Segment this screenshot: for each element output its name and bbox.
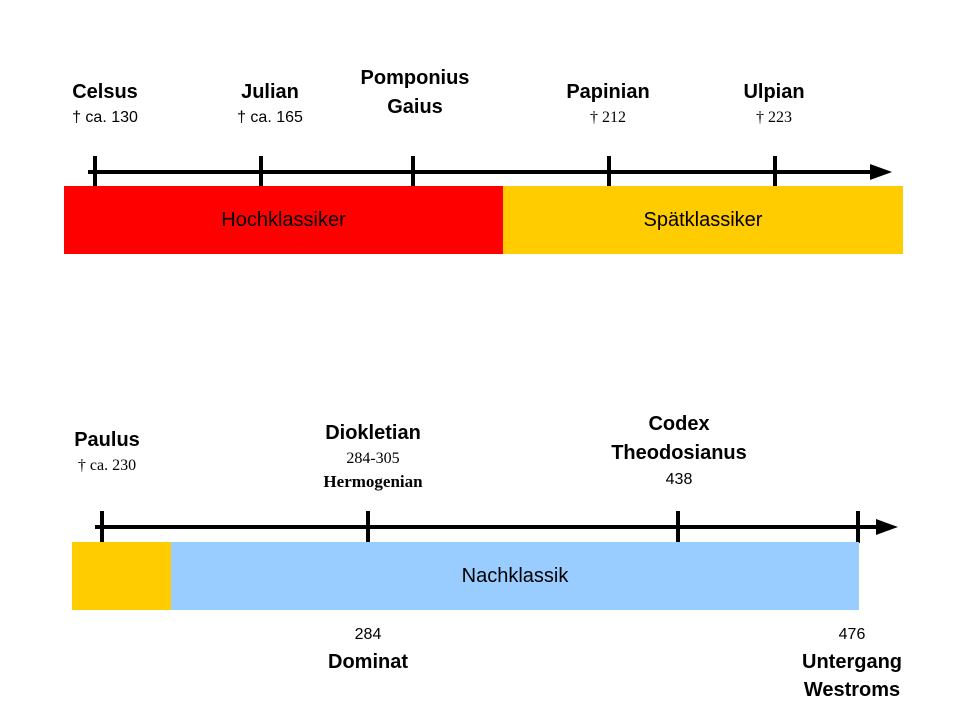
person-julian-name: Julian (241, 81, 299, 103)
person-paulus-date: † ca. 230 (77, 457, 137, 474)
bottom-axis (95, 511, 898, 543)
person-ulpian-date: † 223 (756, 109, 792, 126)
codex-name-line1: Codex (648, 413, 710, 435)
band-spaetklassiker: Spätklassiker (503, 186, 903, 254)
person-papinian-date: † 212 (590, 109, 626, 126)
band-spaetklassiker-label: Spätklassiker (643, 208, 763, 231)
band-nachklassik: Nachklassik (171, 542, 859, 610)
person-gaius-name: Gaius (387, 96, 443, 118)
year-284: 284 (354, 626, 382, 643)
person-hermogenian-name: Hermogenian (323, 472, 423, 491)
label-untergang: Untergang (802, 651, 902, 673)
top-axis (88, 156, 892, 188)
person-celsus-name: Celsus (72, 81, 138, 103)
year-476: 476 (838, 626, 866, 643)
person-paulus-name: Paulus (74, 429, 140, 451)
person-diokletian-date: 284-305 (346, 450, 400, 467)
codex-date: 438 (665, 471, 693, 488)
bottom-axis-arrow-icon (876, 519, 898, 535)
person-celsus-date: † ca. 130 (72, 109, 138, 126)
band-hochklassiker-label: Hochklassiker (221, 208, 346, 231)
person-ulpian-name: Ulpian (743, 81, 805, 103)
person-papinian-name: Papinian (566, 81, 650, 103)
band-nachklassik-label: Nachklassik (461, 564, 569, 587)
label-dominat: Dominat (328, 651, 408, 673)
codex-name-line2: Theodosianus (611, 442, 747, 464)
person-pomponius-name: Pomponius (360, 67, 470, 89)
band-spaetklassik-remnant (72, 542, 171, 610)
person-julian-date: † ca. 165 (237, 109, 303, 126)
person-diokletian-name: Diokletian (325, 422, 421, 444)
band-hochklassiker: Hochklassiker (64, 186, 503, 254)
label-westroms: Westroms (803, 679, 901, 701)
top-axis-arrow-icon (870, 164, 892, 180)
